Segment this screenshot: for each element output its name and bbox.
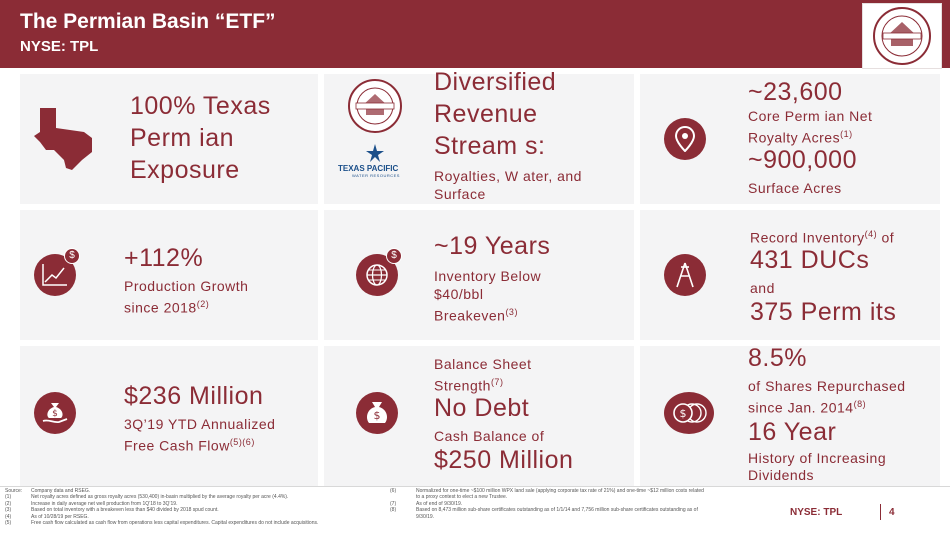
revenue-sub2: Surface bbox=[434, 186, 486, 202]
inventory-label2: $40/bbl bbox=[434, 286, 484, 302]
footnote-row: (2) Increase in daily average net well pr… bbox=[5, 500, 178, 507]
revenue-streams-panel: TEXAS PACIFIC WATER RESOURCES Diversifie… bbox=[324, 68, 634, 204]
globe-dollar-icon bbox=[356, 254, 398, 296]
inventory-value: ~19 Years bbox=[434, 232, 551, 260]
cashflow-panel: $ $236 Million 3Q’19 YTD Annualized Free… bbox=[20, 346, 318, 486]
footnote-row: (3) Based on total inventory with a break… bbox=[5, 507, 219, 514]
acres-label1a: Core Perm ian Net bbox=[748, 108, 873, 124]
production-label2: since 2018(2) bbox=[124, 299, 210, 316]
shares-label1: of Shares Repurchased bbox=[748, 378, 906, 394]
water-star-icon bbox=[366, 144, 384, 162]
production-value: +112% bbox=[124, 244, 204, 272]
revenue-line1: Diversified bbox=[434, 68, 557, 96]
footnote-row: (6) Normalized for one-time ~$100 million… bbox=[390, 488, 704, 494]
ducs-value1: 431 DUCs bbox=[750, 246, 870, 274]
texas-line2: Perm ian bbox=[130, 124, 235, 152]
texas-exposure-panel: 100% Texas Perm ian Exposure bbox=[20, 74, 318, 204]
acres-label1b: Royalty Acres(1) bbox=[748, 129, 853, 146]
acres-value2: ~900,000 bbox=[748, 146, 857, 174]
balance-label1: Balance Sheet bbox=[434, 356, 532, 372]
revenue-sub1: Royalties, W ater, and bbox=[434, 168, 582, 184]
water-logo-sub: WATER RESOURCES bbox=[352, 173, 400, 178]
ducs-label1: Record Inventory(4) of bbox=[750, 229, 895, 246]
money-bag-hand-icon: $ bbox=[34, 392, 76, 434]
ducs-value2: 375 Perm its bbox=[750, 298, 897, 326]
water-logo-title: TEXAS PACIFIC bbox=[338, 164, 399, 173]
footnotes-right: (6) Normalized for one-time ~$100 million… bbox=[390, 488, 770, 520]
dollar-badge-icon: $ bbox=[64, 248, 80, 264]
location-pin-icon bbox=[664, 118, 706, 160]
shares-panel: $ 8.5% of Shares Repurchased since Jan. … bbox=[640, 344, 940, 486]
dollar-badge-icon: $ bbox=[386, 248, 402, 264]
balance-label2: Strength(7) bbox=[434, 377, 504, 394]
cashflow-label1: 3Q’19 YTD Annualized bbox=[124, 416, 276, 432]
texas-line1: 100% Texas bbox=[130, 92, 271, 120]
header-banner: The Permian Basin “ETF” NYSE: TPL bbox=[0, 0, 950, 68]
page-subtitle: NYSE: TPL bbox=[20, 38, 99, 55]
shares-label4: Dividends bbox=[748, 467, 814, 483]
shares-label2: since Jan. 2014(8) bbox=[748, 399, 867, 416]
svg-text:$: $ bbox=[374, 409, 381, 422]
svg-text:$: $ bbox=[52, 409, 58, 419]
balance-label3: Cash Balance of bbox=[434, 428, 545, 444]
acres-value1: ~23,600 bbox=[748, 78, 843, 106]
ducs-panel: Record Inventory(4) of 431 DUCs and 375 … bbox=[640, 210, 940, 340]
highlights-grid: 100% Texas Perm ian Exposure TEXAS PACIF… bbox=[20, 68, 940, 486]
texas-line3: Exposure bbox=[130, 156, 240, 184]
footnote-row: (4) As of 10/28/19 per RSEG. bbox=[5, 513, 89, 520]
page-title: The Permian Basin “ETF” bbox=[20, 10, 276, 33]
shares-value2: 16 Year bbox=[748, 418, 837, 446]
cashflow-value: $236 Million bbox=[124, 382, 264, 410]
svg-text:$: $ bbox=[680, 407, 687, 420]
acres-label2: Surface Acres bbox=[748, 180, 842, 196]
balance-value1: No Debt bbox=[434, 394, 530, 422]
footnote-row: (1) Net royalty acres defined as gross ro… bbox=[5, 494, 289, 501]
shares-label3: History of Increasing bbox=[748, 450, 887, 466]
inventory-label1: Inventory Below bbox=[434, 268, 542, 284]
page-number: 4 bbox=[889, 507, 895, 518]
footnote-row: (8) Based on 8,473 million sub-share cert… bbox=[390, 507, 698, 514]
acres-panel: ~23,600 Core Perm ian Net Royalty Acres(… bbox=[640, 74, 940, 204]
ducs-and: and bbox=[750, 280, 775, 296]
footnote-row: 9/30/19. bbox=[416, 513, 435, 520]
production-panel: $ +112% Production Growth since 2018(2) bbox=[20, 210, 318, 340]
footnote-row: to a proxy contest to elect a new Truste… bbox=[416, 494, 508, 501]
revenue-line3: Stream s: bbox=[434, 132, 546, 160]
inventory-label3: Breakeven(3) bbox=[434, 307, 518, 324]
money-bag-icon: $ bbox=[356, 392, 398, 434]
balance-sheet-panel: $ Balance Sheet Strength(7) No Debt Cash… bbox=[324, 346, 634, 486]
footer-divider bbox=[0, 486, 950, 487]
revenue-line2: Revenue bbox=[434, 100, 538, 128]
footnote-row: (5) Free cash flow calculated as cash flo… bbox=[5, 520, 319, 527]
cashflow-label2: Free Cash Flow(5)(6) bbox=[124, 437, 255, 454]
inventory-panel: $ ~19 Years Inventory Below $40/bbl Brea… bbox=[324, 210, 634, 340]
texas-map-icon bbox=[34, 108, 92, 170]
footnote-row: (7) As of end of 9/30/19. bbox=[390, 500, 463, 507]
company-seal-icon bbox=[348, 79, 402, 133]
footer-separator bbox=[880, 504, 881, 520]
footnotes-left: Source: Company data and RSEG. (1) Net roy… bbox=[5, 488, 385, 526]
company-seal-logo bbox=[862, 3, 942, 69]
footer-ticker: NYSE: TPL bbox=[790, 507, 843, 518]
coin-stack-icon: $ bbox=[664, 392, 714, 434]
shares-value1: 8.5% bbox=[748, 344, 807, 372]
balance-value2: $250 Million bbox=[434, 446, 574, 474]
production-label1: Production Growth bbox=[124, 278, 249, 294]
drilling-rig-icon bbox=[664, 254, 706, 296]
footnote-row: Source: Company data and RSEG. bbox=[5, 488, 91, 494]
